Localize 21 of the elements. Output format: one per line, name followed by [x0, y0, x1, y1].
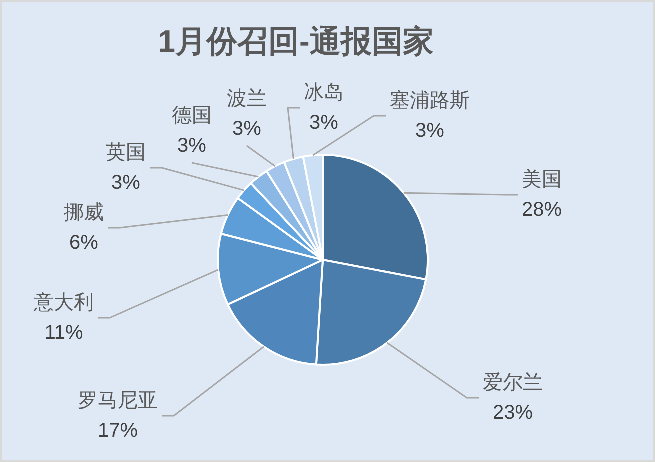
data-label: 3%: [416, 120, 444, 142]
data-label: 6%: [70, 232, 98, 254]
category-label: 意大利: [34, 292, 94, 314]
category-label: 爱尔兰: [483, 372, 543, 394]
data-label: 3%: [112, 172, 140, 194]
category-label: 冰岛: [304, 82, 344, 104]
category-label: 塞浦路斯: [390, 90, 470, 112]
category-label: 美国: [522, 169, 562, 191]
category-label: 罗马尼亚: [78, 390, 158, 412]
category-label: 德国: [172, 105, 212, 127]
title: 1月份召回-通报国家: [158, 24, 434, 59]
data-label: 3%: [178, 135, 206, 157]
data-label: 3%: [310, 112, 338, 134]
data-label: 17%: [98, 420, 138, 442]
category-label: 波兰: [227, 88, 267, 110]
data-label: 23%: [492, 402, 534, 424]
data-label: 11%: [44, 322, 84, 344]
data-label: 28%: [522, 199, 562, 221]
category-label: 挪威: [64, 202, 104, 224]
category-label: 英国: [106, 142, 146, 164]
data-label: 3%: [232, 118, 262, 140]
